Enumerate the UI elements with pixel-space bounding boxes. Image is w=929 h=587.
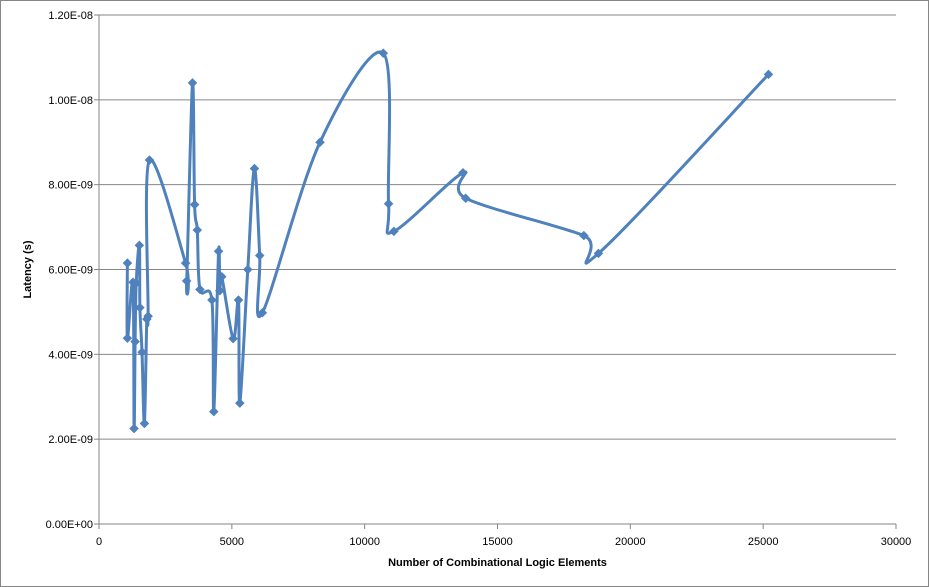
data-point-marker bbox=[130, 336, 140, 347]
data-point-marker bbox=[254, 250, 265, 261]
data-point-marker bbox=[578, 230, 589, 241]
data-point-marker bbox=[195, 284, 205, 295]
data-point-marker bbox=[187, 78, 198, 88]
data-point-marker bbox=[315, 137, 325, 148]
data-point-marker bbox=[383, 198, 394, 209]
data-point-marker bbox=[139, 418, 150, 429]
data-point-marker bbox=[213, 246, 224, 257]
data-point-marker bbox=[215, 285, 225, 296]
data-point-marker bbox=[180, 258, 191, 268]
data-point-marker bbox=[257, 307, 268, 318]
y-tick-label: 0.00E+00 bbox=[46, 519, 93, 531]
y-tick-label: 2.00E-09 bbox=[48, 434, 93, 446]
y-tick-label: 6.00E-09 bbox=[48, 265, 93, 277]
data-point-marker bbox=[208, 406, 219, 417]
data-point-marker bbox=[378, 48, 389, 59]
x-tick-label: 30000 bbox=[881, 536, 912, 548]
data-point-marker bbox=[593, 248, 604, 259]
data-point-marker bbox=[458, 167, 468, 178]
y-tick-label: 4.00E-09 bbox=[48, 349, 93, 361]
data-point-marker bbox=[131, 278, 142, 288]
x-tick-label: 20000 bbox=[615, 536, 646, 548]
data-point-marker bbox=[207, 295, 217, 305]
data-point-marker bbox=[122, 258, 133, 268]
data-point-marker bbox=[129, 423, 139, 434]
data-point-marker bbox=[181, 276, 192, 286]
x-tick-label: 25000 bbox=[748, 536, 779, 548]
data-point-marker bbox=[249, 163, 260, 174]
y-tick-label: 8.00E-09 bbox=[48, 180, 93, 192]
data-point-marker bbox=[460, 193, 471, 204]
data-point-marker bbox=[137, 347, 147, 358]
series-line bbox=[125, 50, 770, 431]
x-axis-ticks: 0 5000 10000 15000 20000 25000 30000 bbox=[96, 524, 911, 548]
x-tick-label: 5000 bbox=[220, 536, 244, 548]
data-point-marker bbox=[763, 69, 774, 80]
data-point-marker bbox=[135, 302, 145, 313]
x-axis-title: Number of Combinational Logic Elements bbox=[388, 557, 607, 569]
x-tick-label: 10000 bbox=[349, 536, 380, 548]
gridlines bbox=[99, 14, 896, 440]
data-point-marker bbox=[134, 240, 145, 251]
data-point-marker bbox=[144, 155, 155, 165]
y-tick-label: 1.20E-08 bbox=[48, 10, 93, 22]
x-tick-label: 15000 bbox=[482, 536, 513, 548]
data-point-marker bbox=[122, 333, 133, 344]
data-point-marker bbox=[216, 271, 227, 282]
series-layer bbox=[122, 48, 774, 434]
y-tick-label: 1.00E-08 bbox=[48, 95, 93, 107]
data-point-marker bbox=[389, 226, 399, 237]
data-point-marker bbox=[228, 333, 239, 344]
data-point-marker bbox=[234, 398, 245, 408]
y-axis-title: Latency (s) bbox=[22, 240, 34, 298]
data-point-marker bbox=[242, 264, 253, 275]
data-point-marker bbox=[143, 311, 154, 322]
y-axis-ticks: 0.00E+00 2.00E-09 4.00E-09 6.00E-09 8.00E-09… bbox=[46, 10, 99, 531]
data-point-marker bbox=[233, 295, 244, 305]
data-point-marker bbox=[192, 225, 203, 235]
data-point-marker bbox=[189, 199, 200, 210]
x-tick-label: 0 bbox=[96, 536, 102, 548]
